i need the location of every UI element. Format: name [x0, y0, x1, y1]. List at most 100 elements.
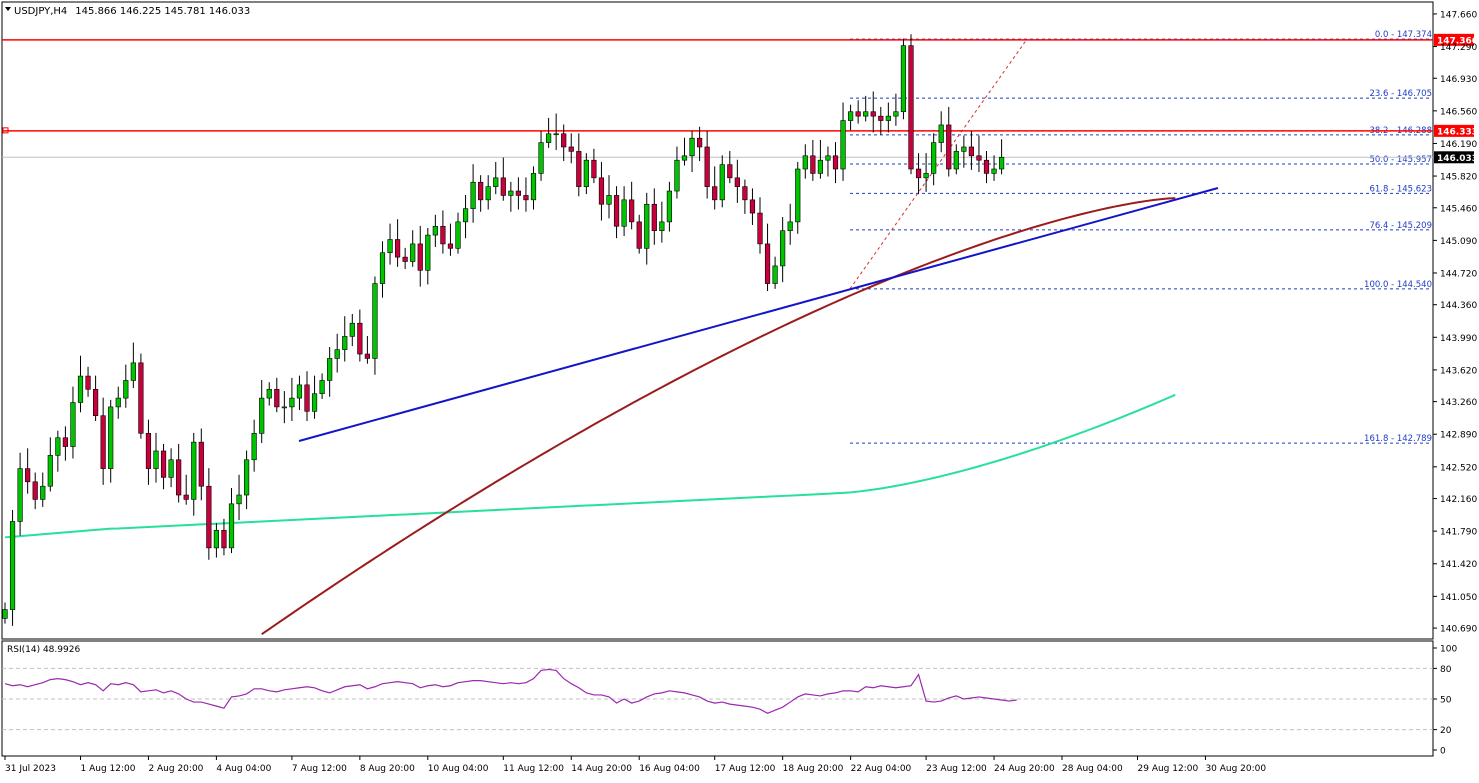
fib-level-label: 76.4 - 145.209 [1369, 221, 1432, 231]
collapse-arrow-icon[interactable] [5, 7, 11, 11]
candle-bullish [900, 45, 907, 113]
candle-bearish [176, 459, 182, 496]
time-tick-label: 28 Aug 04:00 [1062, 764, 1123, 774]
candle-bullish [666, 190, 672, 223]
candle-bearish [447, 243, 454, 249]
candle-bullish [425, 234, 431, 271]
candle-bullish [485, 186, 491, 201]
candle-bullish [817, 159, 823, 174]
candle-bullish [266, 388, 272, 399]
candle-bearish [946, 124, 952, 170]
candle-bearish [364, 353, 371, 359]
candle-bullish [342, 336, 348, 350]
time-tick-label: 22 Aug 04:00 [851, 764, 912, 774]
candle-bullish [236, 494, 242, 505]
candle-bullish [168, 459, 174, 478]
rsi-tick-label: 0 [1440, 747, 1446, 757]
price-tick-label: 143.990 [1440, 334, 1477, 344]
candle-bullish [372, 283, 378, 359]
price-tick-label: 146.190 [1440, 140, 1477, 150]
price-tick-label: 141.420 [1440, 560, 1477, 570]
ascending-trendline [298, 187, 1219, 442]
candle-bullish [659, 221, 665, 231]
candle-bearish [568, 146, 574, 152]
rsi-label: RSI(14) 48.9926 [7, 645, 80, 655]
candle-bearish [757, 212, 763, 245]
candle-bullish [893, 111, 899, 117]
price-tick-label: 146.560 [1440, 107, 1477, 117]
candle-bullish [470, 181, 476, 209]
candle-bullish [538, 142, 544, 174]
candle-bullish [327, 358, 333, 381]
candle-bullish [334, 349, 340, 359]
fib-level-label: 50.0 - 145.957 [1369, 155, 1432, 165]
candle-bullish [508, 190, 514, 196]
price-tick-label: 140.690 [1440, 625, 1477, 635]
candle-bullish [991, 168, 997, 174]
candle-bullish [455, 221, 461, 249]
time-tick-label: 23 Aug 12:00 [926, 764, 987, 774]
time-tick-label: 14 Aug 20:00 [571, 764, 632, 774]
candle-bearish [598, 177, 605, 205]
candle-bullish [281, 406, 287, 409]
candle-bearish [696, 137, 703, 148]
candle-bearish [417, 243, 423, 271]
candle-bullish [863, 111, 869, 117]
candle-bullish [953, 151, 959, 170]
price-tick-label: 147.290 [1440, 43, 1477, 53]
candle-bullish [108, 406, 114, 469]
candle-bullish [289, 397, 295, 408]
price-tick-label: 147.660 [1440, 10, 1477, 20]
candle-bullish [70, 402, 76, 447]
line-anchor-handle [2, 127, 9, 134]
time-tick-label: 16 Aug 04:00 [639, 764, 700, 774]
candle-bullish [938, 124, 944, 143]
candle-bearish [832, 155, 839, 170]
candle-bearish [304, 384, 310, 412]
time-tick-label: 10 Aug 04:00 [428, 764, 489, 774]
candle-bullish [77, 375, 84, 403]
price-tick-label: 142.890 [1440, 431, 1477, 441]
candle-bullish [545, 133, 552, 143]
candle-bearish [206, 485, 212, 549]
candle-bearish [764, 243, 771, 284]
candle-bearish [440, 225, 446, 245]
candle-bullish [349, 322, 355, 337]
candle-bearish [221, 529, 227, 549]
time-tick-label: 8 Aug 20:00 [360, 764, 415, 774]
candle-bearish [878, 115, 884, 121]
candle-bearish [749, 199, 756, 214]
candle-bearish [138, 362, 144, 434]
candle-bearish [870, 111, 876, 117]
fib-level-label: 23.6 - 146.705 [1369, 89, 1432, 99]
candle-bullish [644, 203, 650, 249]
price-tick-label: 144.720 [1440, 269, 1477, 279]
candle-bearish [742, 186, 748, 201]
ema-fast-line [261, 197, 1176, 636]
price-tick-label: 143.260 [1440, 398, 1477, 408]
candle-bullish [674, 159, 680, 192]
fib-level-label: 100.0 - 144.540 [1364, 280, 1432, 290]
rsi-line [4, 668, 1017, 714]
candle-bullish [681, 155, 688, 161]
rsi-tick-label: 80 [1440, 665, 1452, 675]
candle-bullish [840, 120, 846, 170]
candle-bearish [915, 168, 922, 179]
resistance-price-tag-lower-text: 146.333 [1437, 127, 1478, 137]
candle-bullish [17, 468, 23, 522]
candle-bullish [553, 133, 559, 136]
candle-bearish [976, 155, 982, 161]
candle-bearish [198, 441, 204, 487]
time-tick-label: 7 Aug 12:00 [292, 764, 347, 774]
candle-bullish [319, 380, 325, 394]
candle-bearish [908, 45, 914, 170]
price-tick-label: 141.790 [1440, 528, 1477, 538]
candle-bullish [213, 529, 220, 549]
candle-bullish [772, 265, 778, 284]
candle-bullish [47, 455, 53, 487]
rsi-tick-label: 50 [1440, 696, 1452, 706]
candle-bullish [606, 195, 612, 205]
time-tick-label: 31 Jul 2023 [5, 764, 56, 774]
candle-bearish [712, 186, 718, 201]
